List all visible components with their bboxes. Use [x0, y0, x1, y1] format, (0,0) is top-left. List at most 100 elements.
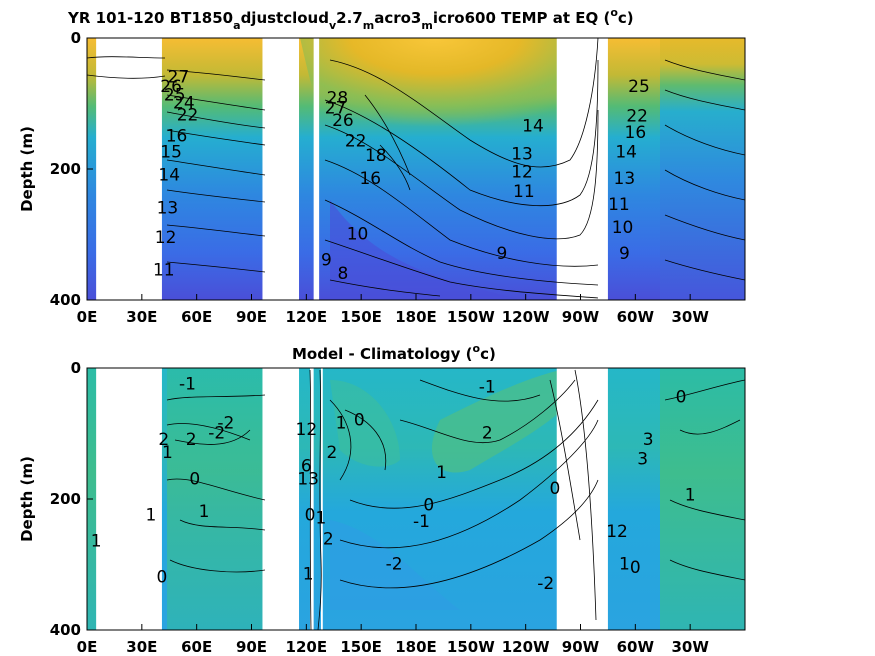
- bottom-contour-label: 3: [643, 430, 654, 450]
- top-land-gap: [96, 38, 162, 300]
- bottom-ytick-label: 0: [71, 359, 81, 377]
- bottom-contour-label: 2: [158, 430, 169, 450]
- top-contour-label: 18: [365, 146, 387, 166]
- bottom-contour-label: -2: [537, 574, 554, 594]
- top-contour-label: 25: [628, 77, 650, 97]
- bottom-contour-label: -2: [217, 414, 234, 434]
- bottom-contour-label: -1: [479, 378, 496, 398]
- top-contour-label: 25: [164, 86, 186, 106]
- bottom-contour-label: 1: [162, 443, 173, 463]
- bottom-contour-label: 1: [619, 555, 630, 575]
- bottom-contour-label: 2: [323, 530, 334, 550]
- bottom-xtick-label: 180E: [395, 638, 437, 656]
- bottom-xtick-label: 30E: [126, 638, 157, 656]
- bottom-contour-label: 0: [423, 496, 434, 516]
- top-ytick-label: 0: [71, 29, 81, 47]
- top-contour-label: 13: [157, 198, 179, 218]
- bottom-contour-label: 1: [146, 505, 157, 525]
- top-contour-label: 22: [345, 131, 367, 151]
- bottom-xtick-label: 150E: [340, 638, 382, 656]
- bottom-xtick-label: 0E: [77, 638, 98, 656]
- top-contour-label: 10: [612, 218, 634, 238]
- top-xtick-label: 150W: [447, 308, 495, 326]
- top-contour-label: 14: [615, 143, 637, 163]
- top-xtick-label: 120W: [502, 308, 550, 326]
- top-xtick-label: 0E: [77, 308, 98, 326]
- bottom-panel: Model - Climatology (oc): [18, 342, 746, 656]
- bottom-contour-label: 13: [297, 469, 319, 489]
- bottom-xtick-label: 90E: [236, 638, 267, 656]
- bottom-contour-label: -1: [413, 512, 430, 532]
- top-contour-label: 27: [168, 67, 190, 87]
- top-contour-label: 22: [626, 107, 648, 127]
- top-contour-label: 28: [327, 88, 349, 108]
- top-ytick-label: 200: [50, 160, 81, 178]
- bottom-contour-label: 0: [676, 387, 687, 407]
- bottom-land-gap: [309, 368, 314, 630]
- bottom-contour-label: 0: [305, 505, 316, 525]
- top-contour-label: 26: [332, 111, 354, 131]
- bottom-contour-label: -2: [208, 424, 225, 444]
- top-contour-label: 16: [625, 123, 647, 143]
- top-contour-label: 16: [359, 169, 381, 189]
- top-contour-label: 8: [337, 264, 348, 284]
- top-ytick-label: 400: [50, 291, 81, 309]
- top-xtick-label: 30W: [671, 308, 709, 326]
- bottom-contour-label: -2: [386, 555, 403, 575]
- bottom-land-gap: [96, 368, 162, 630]
- bottom-xtick-label: 30W: [671, 638, 709, 656]
- bottom-contour-label: 3: [637, 450, 648, 470]
- top-contour-label: 14: [522, 116, 544, 136]
- top-xtick-label: 30E: [126, 308, 157, 326]
- top-contour-label: 22: [177, 105, 199, 125]
- top-contour-label: 13: [614, 169, 636, 189]
- bottom-contour-label: 2: [482, 424, 493, 444]
- top-ticks: 0E 30E 60E 90E 120E 150E 180E 150W 120W 90W 60W 30W…: [50, 29, 710, 326]
- bottom-title: Model - Climatology (oc): [292, 342, 496, 363]
- bottom-contour-label: 12: [606, 522, 628, 542]
- bottom-contour-label: 2: [186, 430, 197, 450]
- top-contour-label: 13: [511, 145, 533, 165]
- top-xtick-label: 90E: [236, 308, 267, 326]
- top-contour-label: 26: [160, 77, 182, 97]
- top-land-gap: [556, 38, 608, 300]
- top-contour-label: 9: [496, 244, 507, 264]
- top-panel: YR 101-120 BT1850adjustcloudv2.7macro3mi…: [18, 6, 746, 326]
- bottom-contour-label: 1: [685, 486, 696, 506]
- bottom-xtick-label: 120W: [502, 638, 550, 656]
- top-field: 2726252422161514131211282726221816109814…: [87, 38, 745, 300]
- bottom-xtick-label: 120E: [286, 638, 328, 656]
- top-xtick-label: 180E: [395, 308, 437, 326]
- top-xtick-label: 120E: [286, 308, 328, 326]
- bottom-contours: [166, 369, 745, 630]
- bottom-contour-label: 2: [327, 443, 338, 463]
- bottom-land-gap: [556, 368, 608, 630]
- bottom-land-gaps: [96, 368, 608, 630]
- bottom-contour-label: 1: [91, 532, 102, 552]
- top-xtick-label: 60W: [617, 308, 655, 326]
- bottom-contour-label: 0: [354, 410, 365, 430]
- top-ylabel: Depth (m): [18, 126, 36, 212]
- top-land-gap: [313, 38, 320, 300]
- bottom-ylabel: Depth (m): [18, 456, 36, 542]
- top-contour-label: 16: [166, 126, 188, 146]
- bottom-contour-label: 1: [316, 509, 327, 529]
- top-contour-label: 15: [160, 143, 182, 163]
- bottom-xtick-label: 60W: [617, 638, 655, 656]
- top-contour-label: 24: [173, 94, 195, 114]
- bottom-land-gap: [262, 368, 300, 630]
- top-contour-label: 12: [511, 162, 533, 182]
- top-contour-label: 9: [321, 251, 332, 271]
- bottom-xtick-label: 90W: [562, 638, 600, 656]
- top-xtick-label: 60E: [181, 308, 212, 326]
- top-title: YR 101-120 BT1850adjustcloudv2.7macro3mi…: [67, 6, 634, 32]
- top-land-gap: [262, 38, 300, 300]
- bottom-land-gap: [320, 368, 323, 630]
- bottom-ytick-label: 400: [50, 621, 81, 639]
- top-xtick-label: 150E: [340, 308, 382, 326]
- bottom-xtick-label: 150W: [447, 638, 495, 656]
- top-contour-label: 27: [325, 99, 347, 119]
- bottom-contour-label: 1: [199, 502, 210, 522]
